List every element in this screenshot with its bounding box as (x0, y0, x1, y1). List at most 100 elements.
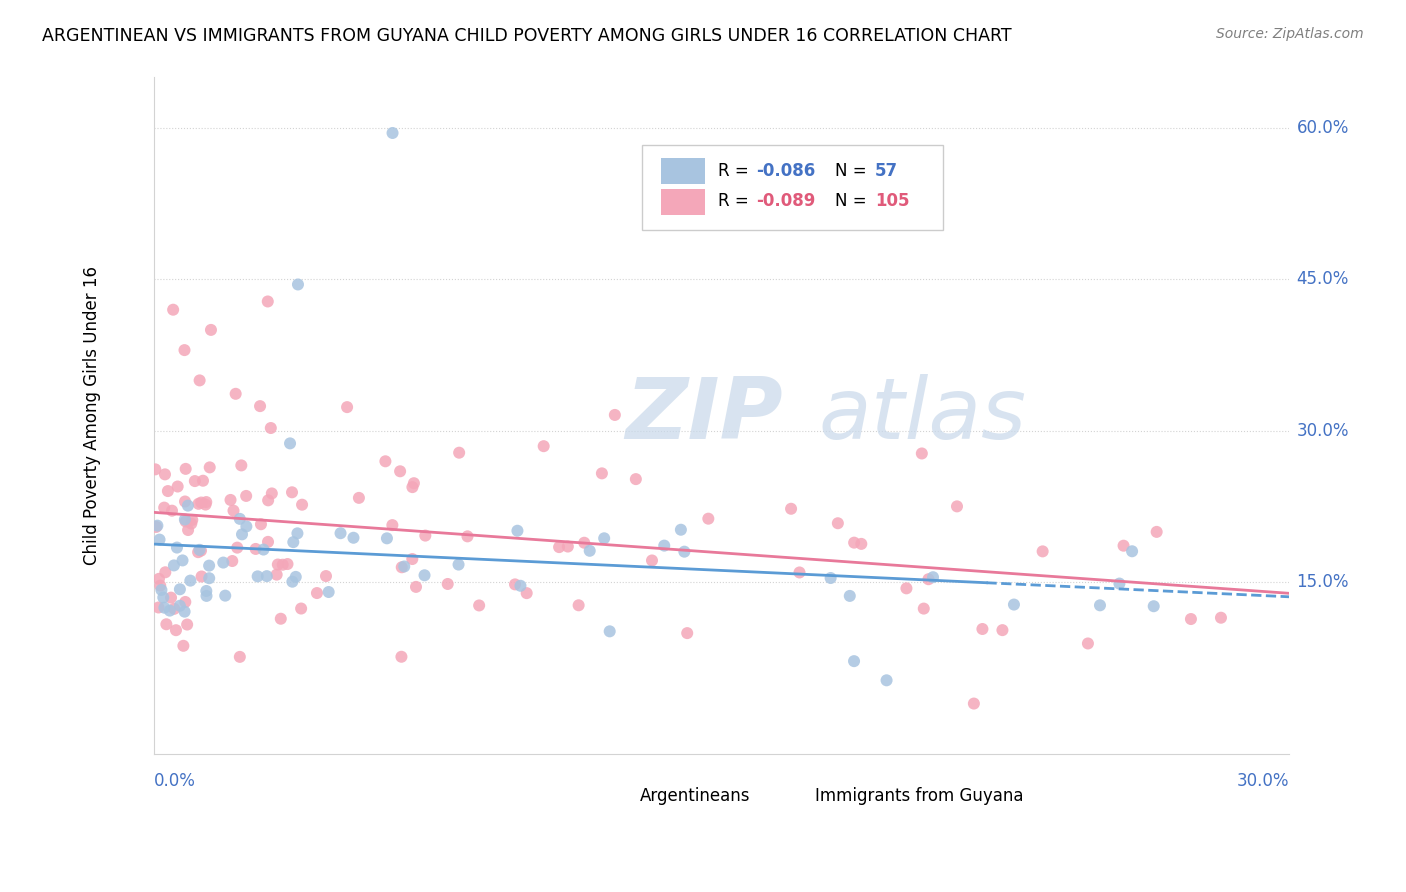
Point (179, 574, 201, 588)
Point (245, 541, 267, 556)
Point (603, 408, 626, 422)
Point (195, 495, 218, 509)
Point (270, 612, 292, 626)
Point (290, 601, 312, 615)
Point (697, 511, 720, 525)
Point (468, 599, 491, 613)
Point (173, 605, 195, 619)
Point (181, 513, 204, 527)
Point (405, 580, 427, 594)
Point (305, 586, 328, 600)
Point (1002, 598, 1025, 612)
Point (187, 545, 209, 559)
Point (153, 467, 176, 482)
Point (1112, 539, 1135, 553)
Text: ARGENTINEAN VS IMMIGRANTS FROM GUYANA CHILD POVERTY AMONG GIRLS UNDER 16 CORRELA: ARGENTINEAN VS IMMIGRANTS FROM GUYANA CH… (42, 27, 1012, 45)
Point (402, 476, 425, 491)
Point (155, 617, 177, 632)
Point (231, 527, 253, 541)
Point (381, 126, 404, 140)
Point (188, 542, 211, 557)
Point (591, 467, 613, 481)
Point (184, 474, 207, 488)
Point (174, 515, 197, 529)
Point (256, 569, 278, 583)
Text: 105: 105 (875, 193, 910, 211)
Point (278, 436, 301, 450)
Point (669, 523, 692, 537)
Point (401, 552, 423, 566)
Point (1180, 612, 1202, 626)
Point (281, 485, 304, 500)
Point (200, 323, 222, 337)
Point (260, 421, 283, 435)
Point (195, 589, 218, 603)
Point (548, 540, 571, 554)
Point (991, 623, 1014, 637)
Point (842, 535, 865, 549)
Point (599, 624, 621, 639)
Point (153, 600, 176, 615)
Point (447, 558, 470, 572)
Point (229, 649, 252, 664)
Point (148, 600, 170, 615)
Point (235, 519, 257, 533)
Point (946, 500, 969, 514)
Point (191, 474, 214, 488)
Text: -0.086: -0.086 (755, 161, 815, 180)
Text: Argentineans: Argentineans (640, 787, 751, 805)
Point (190, 569, 212, 583)
Text: 57: 57 (875, 161, 898, 180)
Point (176, 617, 198, 632)
Point (149, 579, 172, 593)
Point (568, 599, 591, 613)
Point (190, 495, 212, 509)
Point (1146, 524, 1168, 539)
Point (160, 591, 183, 605)
Point (281, 574, 304, 589)
Point (673, 544, 696, 558)
Point (578, 543, 600, 558)
Point (152, 591, 174, 605)
Point (198, 558, 221, 573)
Point (1077, 636, 1099, 650)
Point (174, 494, 197, 508)
Point (250, 517, 273, 532)
Point (1209, 611, 1232, 625)
Point (195, 584, 218, 599)
Point (329, 526, 352, 541)
Point (593, 531, 616, 545)
Text: Child Poverty Among Girls Under 16: Child Poverty Among Girls Under 16 (83, 266, 101, 566)
Point (231, 458, 253, 473)
Point (212, 556, 235, 570)
Text: 15.0%: 15.0% (1296, 574, 1350, 591)
Text: N =: N = (835, 161, 872, 180)
Point (166, 541, 188, 555)
Point (219, 492, 242, 507)
Point (198, 460, 221, 475)
Text: 30.0%: 30.0% (1296, 422, 1350, 440)
Point (169, 582, 191, 597)
Point (260, 486, 283, 500)
Point (160, 504, 183, 518)
Point (574, 535, 596, 549)
Point (391, 649, 413, 664)
Point (347, 491, 370, 505)
Point (413, 568, 436, 582)
Point (436, 577, 458, 591)
Point (917, 572, 939, 586)
Point (624, 472, 647, 486)
Text: Immigrants from Guyana: Immigrants from Guyana (814, 787, 1024, 805)
Point (287, 526, 309, 541)
Point (375, 532, 398, 546)
Point (1121, 544, 1143, 558)
Point (374, 454, 396, 468)
Point (389, 464, 412, 478)
Point (506, 524, 529, 538)
Point (336, 400, 359, 414)
Point (972, 622, 994, 636)
Point (394, 559, 416, 574)
Text: N =: N = (835, 193, 872, 211)
Point (315, 569, 337, 583)
Point (1143, 599, 1166, 614)
